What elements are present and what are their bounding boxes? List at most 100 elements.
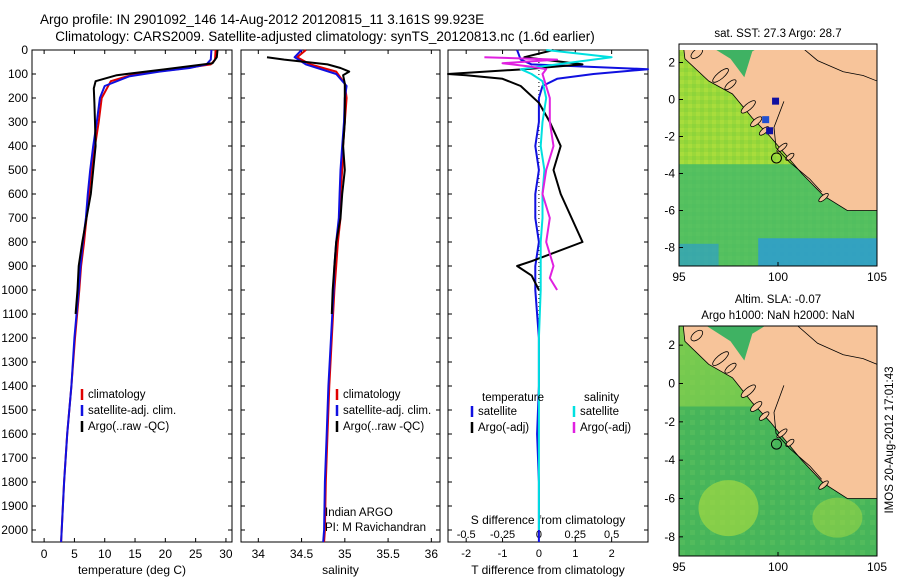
salinity-diff-axis-label: S difference from climatology [471,513,626,527]
y-tick-label: 1400 [1,379,28,393]
y-tick-label: 1800 [1,475,28,489]
legend-label: Argo(..raw -QC) [343,421,424,433]
chart-title-line2: Climatology: CARS2009. Satellite-adjuste… [55,29,595,44]
series-line-s-argo-adj- [484,56,559,291]
x-tick-label: 34 [252,547,266,561]
x-tick-label: -2 [461,548,471,560]
legend-title-salinity: salinity [584,392,619,404]
map-y-tick-label: -6 [664,204,675,218]
series-line-argo-raw-qc- [74,49,219,315]
x-tick-label: 15 [128,547,142,561]
series-line-satellite-adj-clim- [60,49,213,543]
map-y-tick-label: -4 [664,453,675,467]
map-x-tick-label: 105 [867,270,887,284]
island [785,438,795,447]
x-tick-label: 35 [338,547,352,561]
map-title: Altim. SLA: -0.07 [735,294,821,306]
x-tick-label: 36 [425,547,439,561]
y-tick-label: 0 [21,43,28,57]
island [818,480,829,490]
island [758,411,770,421]
x-tick-label: 35.5 [376,547,400,561]
legend-title-temperature: temperature [482,392,544,404]
float-cell [766,127,774,135]
sst-cold-patch [758,238,877,266]
x-axis-label: T difference from climatology [471,563,625,577]
map-x-tick-label: 100 [768,560,788,574]
coastal-water [679,326,765,361]
y-tick-label: 700 [8,211,28,225]
map-x-tick-label: 95 [672,270,686,284]
y-tick-label: 500 [8,163,28,177]
x-axis-label: temperature (deg C) [78,563,186,577]
chart-title-line1: Argo profile: IN 2901092_146 14-Aug-2012… [40,12,485,27]
legend-label: satellite-adj. clim. [88,405,176,417]
plot-frame [447,49,649,543]
y-tick-label: 1700 [1,451,28,465]
map-y-tick-label: -2 [664,415,675,429]
map-sst_map: 95 100 105 2 0 -2 -4 -6 -8 sat. SST: 27.3 Argo: 2… [664,28,887,284]
island [712,68,729,83]
y-tick-label: 1300 [1,355,28,369]
map-y-tick-label: 0 [668,377,675,391]
x-tick-label: 1 [572,548,578,560]
float-track [773,385,822,480]
profile-panel-temperature: 0100200300400500600700800900100011001200… [1,43,233,577]
legend-label: Argo(..raw -QC) [88,421,169,433]
map-subtitle: Argo h1000: NaN h2000: NaN [701,310,854,322]
x-tick-label: 5 [71,547,78,561]
y-tick-label: 100 [8,67,28,81]
island [785,152,795,161]
island [740,100,756,114]
plot-frame [31,49,233,543]
legend-label: satellite-adj. clim. [343,405,431,417]
x-tick-label: 0 [41,547,48,561]
island [740,384,756,398]
series-line-satellite-adj-clim- [293,49,348,543]
profile-panel-salinity: 34 34.5 35 35.5 36 salinity climatology satelli… [240,49,441,577]
imos-watermark: IMOS 20-Aug-2012 17:01:43 [884,366,896,513]
island [690,50,704,59]
map-y-tick-label: -8 [664,530,675,544]
y-tick-label: 400 [8,139,28,153]
island [776,428,788,439]
sla-high-patch [812,497,863,538]
x-tick-label: -1 [498,548,508,560]
island [712,351,729,366]
argo-position-marker [770,152,782,164]
y-tick-label: 1100 [2,307,28,321]
x-tick-label: 30 [219,547,233,561]
island [690,329,704,342]
x-tick-label: 2 [609,548,615,560]
map-x-tick-label: 95 [672,560,686,574]
x-tick-label: 34.5 [290,547,314,561]
map-title: sat. SST: 27.3 Argo: 28.7 [714,28,841,40]
y-tick-label: 200 [8,91,28,105]
y-tick-label: 600 [8,187,28,201]
map-y-tick-label: 2 [668,56,675,70]
legend-label: climatology [343,389,401,401]
map-y-tick-label: 2 [668,338,675,352]
y-tick-label: 1600 [1,427,28,441]
map-x-tick-label: 105 [867,560,887,574]
profile-panel-difference: -2 -1 0 1 2 T difference from climatology -0.5… [447,49,649,577]
float-track [773,101,822,193]
y-tick-label: 1900 [1,499,28,513]
legend-label: climatology [88,389,146,401]
x-tick-label: 20 [159,547,173,561]
malay-land [797,326,877,365]
y-tick-label: 2000 [1,523,28,537]
salinity-diff-tick-label: -0.5 [457,529,476,541]
map-y-tick-label: 0 [668,93,675,107]
plot-frame [240,49,441,543]
island [724,362,737,374]
map-y-tick-label: -6 [664,492,675,506]
series-line-argo-raw-qc- [266,56,351,315]
y-tick-label: 1000 [1,283,28,297]
legend-label: Argo(-adj) [478,422,529,434]
annotation-line1: Indian ARGO [325,507,393,519]
map-y-tick-label: -8 [664,241,675,255]
coastal-water [716,50,755,78]
y-tick-label: 1200 [1,331,28,345]
